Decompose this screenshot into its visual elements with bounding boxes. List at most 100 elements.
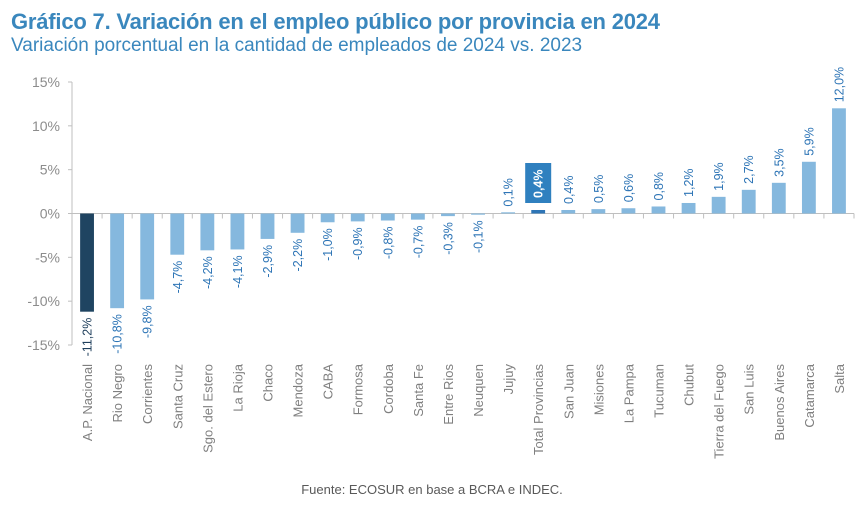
bar — [501, 212, 516, 214]
data-label: -0,7% — [411, 226, 425, 259]
data-label-text: -1,0% — [321, 228, 335, 261]
category-label: Mendoza — [291, 363, 306, 417]
y-tick-label: -15% — [27, 337, 60, 353]
category-label: Santa Fe — [411, 364, 426, 417]
y-tick-label: 15% — [32, 74, 60, 90]
data-label-text: -0,9% — [351, 227, 365, 260]
data-label-text: 0,4% — [532, 170, 546, 199]
bar — [711, 196, 726, 214]
category-label: CABA — [321, 364, 336, 400]
chart-subtitle: Variación porcentual en la cantidad de e… — [11, 35, 583, 56]
bar — [80, 213, 94, 312]
category-label: La Pampa — [621, 363, 636, 423]
data-label-text: -11,2% — [81, 318, 95, 357]
category-label: Cordoba — [381, 363, 396, 414]
data-label: -10,8% — [111, 314, 125, 354]
bar — [441, 213, 455, 217]
data-label-text: 12,0% — [832, 67, 846, 102]
bars — [80, 108, 846, 312]
data-label: -2,2% — [291, 239, 305, 272]
data-labels: -11,2% -10,8% -9,8% -4,7% -4,2% -4,1% -2,9% -2,… — [81, 67, 847, 357]
bar — [681, 202, 696, 214]
data-label: -0,9% — [351, 227, 365, 260]
data-label-text: -10,8% — [111, 314, 125, 354]
data-label-text: -0,7% — [411, 226, 425, 259]
bar — [170, 213, 185, 255]
data-label: 0,8% — [652, 172, 666, 201]
data-label: -0,8% — [381, 227, 395, 260]
bar — [410, 213, 425, 220]
data-label-text: 1,9% — [712, 162, 726, 191]
category-label: La Rioja — [230, 363, 245, 411]
bar — [561, 209, 576, 214]
category-label: Catamarca — [802, 363, 817, 427]
data-label-text: 0,5% — [592, 175, 606, 204]
data-label: -4,7% — [171, 261, 185, 294]
x-axis — [72, 213, 855, 219]
data-label: 0,4% — [562, 175, 576, 204]
category-label: Rio Negro — [110, 364, 125, 423]
data-label-text: -0,3% — [441, 222, 455, 255]
data-label-text: 0,8% — [652, 172, 666, 201]
data-label-text: -2,2% — [291, 239, 305, 272]
data-label: -2,9% — [261, 245, 275, 278]
y-axis: 15% 10% 5% 0% -5% -10% -15% — [27, 74, 73, 353]
data-label-text: 3,5% — [772, 148, 786, 177]
chart-title: Gráfico 7. Variación en el empleo públic… — [11, 9, 660, 34]
data-label-text: 0,4% — [562, 175, 576, 204]
data-label: 0,5% — [592, 175, 606, 204]
y-tick-label: 10% — [32, 118, 60, 134]
bar — [290, 213, 305, 233]
bar — [320, 213, 335, 223]
category-label: San Juan — [561, 364, 576, 419]
category-label: Neuquen — [471, 364, 486, 417]
category-label: Santa Cruz — [170, 364, 185, 429]
bar — [140, 213, 155, 300]
category-label: Tucuman — [652, 364, 667, 418]
data-label: 12,0% — [832, 67, 846, 102]
category-label: Jujuy — [501, 364, 516, 395]
category-label: San Luis — [742, 364, 757, 415]
data-label-text: -4,7% — [171, 261, 185, 294]
data-label: 0,6% — [622, 174, 636, 203]
bar — [621, 208, 636, 214]
bar — [771, 182, 786, 214]
category-label: Corrientes — [140, 364, 155, 424]
data-label-text: 0,1% — [502, 178, 516, 207]
bar — [531, 209, 546, 214]
data-label-text: -0,1% — [472, 220, 486, 253]
category-label: Total Provincias — [531, 364, 546, 456]
data-label: -0,3% — [441, 222, 455, 255]
category-labels: A.P. Nacional Rio Negro Corrientes Santa Cr… — [80, 363, 847, 459]
y-tick-label: -5% — [35, 249, 60, 265]
y-tick-label: 0% — [40, 206, 60, 222]
data-label-text: -0,8% — [381, 227, 395, 260]
data-label-text: 0,6% — [622, 174, 636, 203]
data-label: -9,8% — [141, 305, 155, 338]
data-label: -11,2% — [81, 318, 95, 357]
bar — [380, 213, 395, 221]
bar — [741, 189, 756, 214]
category-label: Chaco — [261, 364, 276, 402]
data-label-text: -2,9% — [261, 245, 275, 278]
category-label: Chubut — [682, 364, 697, 406]
data-label-text: -4,1% — [231, 255, 245, 288]
bar — [801, 161, 816, 214]
data-label: 3,5% — [772, 148, 786, 177]
chart-source: Fuente: ECOSUR en base a BCRA e INDEC. — [301, 482, 563, 497]
category-label: Misiones — [591, 364, 606, 416]
category-label: Entre Rios — [441, 364, 456, 425]
data-label-text: 1,2% — [682, 168, 696, 197]
category-label: Buenos Aires — [772, 364, 787, 441]
data-label: 0,1% — [502, 178, 516, 207]
category-label: Sgo. del Estero — [200, 364, 215, 453]
data-label: 0,4% — [525, 163, 552, 203]
bar — [350, 213, 365, 222]
data-label: -4,2% — [201, 256, 215, 289]
bar — [260, 213, 275, 239]
bar — [110, 213, 125, 309]
bar — [471, 213, 485, 215]
data-label-box — [525, 163, 552, 203]
data-label-text: 5,9% — [802, 127, 816, 156]
